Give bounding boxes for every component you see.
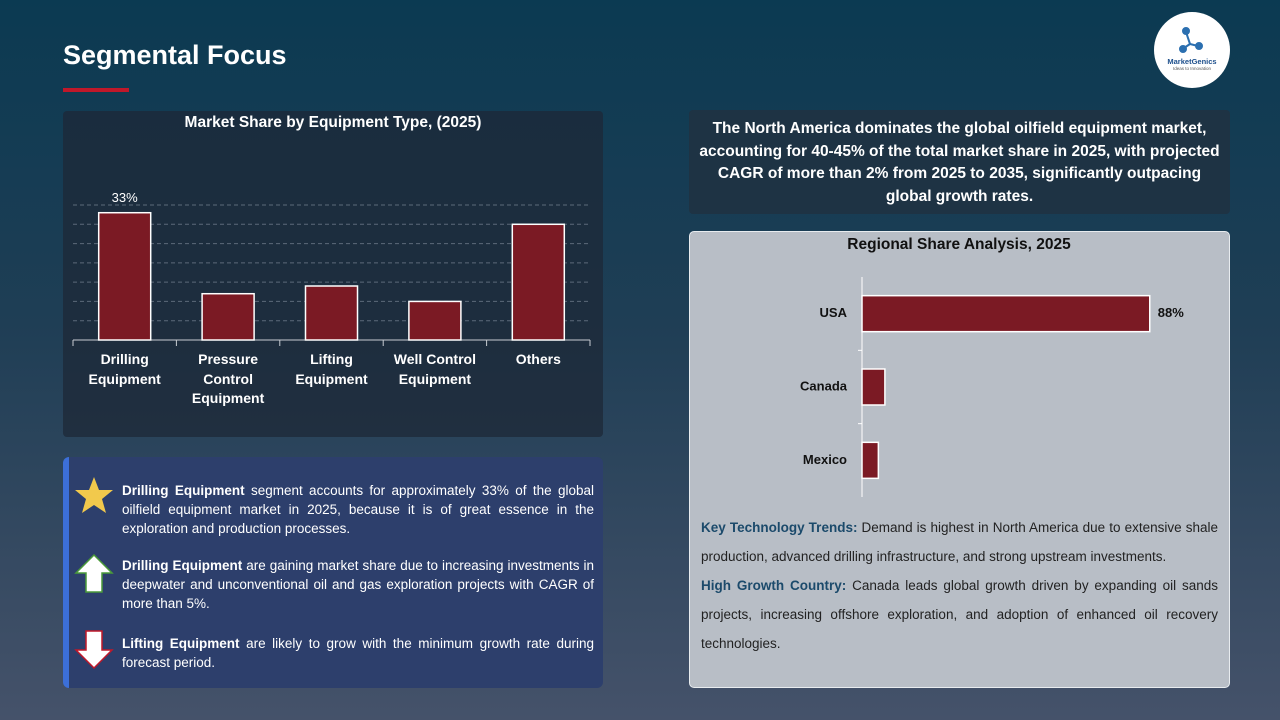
insight-lead: Key Technology Trends: [701, 520, 858, 535]
bullet-text: are likely to grow with the minimum grow… [122, 636, 594, 670]
x-tick-label: Others [515, 351, 561, 367]
y-tick-label: Canada [800, 378, 848, 393]
x-tick-label: Lifting Equipment [295, 351, 368, 387]
x-tick-label: Well Control Equipment [393, 351, 476, 387]
x-tick-label: Drilling Equipment [88, 351, 161, 387]
value-label: 88% [1158, 305, 1184, 320]
bullet-lead: Lifting Equipment [122, 636, 240, 651]
insight: High Growth Country: Canada leads global… [701, 571, 1218, 658]
insight: Key Technology Trends: Demand is highest… [701, 513, 1218, 571]
y-tick-label: USA [820, 305, 848, 320]
insight-text: Canada leads global growth driven by exp… [701, 578, 1218, 651]
y-tick-label: Mexico [803, 452, 847, 467]
chart-title: Regional Share Analysis, 2025 [847, 236, 1071, 253]
bullet-lead: Drilling Equipment [122, 483, 245, 498]
bullet-lead: Drilling Equipment [122, 558, 243, 573]
insight-lead: High Growth Country: [701, 578, 847, 593]
down-arrow-icon [74, 630, 114, 670]
bar [861, 294, 1151, 333]
title-underline [63, 88, 129, 92]
bar [511, 223, 566, 341]
bar [861, 368, 886, 406]
bullet: Drilling Equipment are gaining market sh… [122, 556, 594, 613]
bar [408, 300, 462, 341]
slide-title: Segmental Focus [63, 40, 287, 70]
logo: MarketGenics Ideas to Innovation [1154, 12, 1230, 88]
logo-name: MarketGenics [1167, 57, 1216, 66]
bullet: Drilling Equipment segment accounts for … [122, 481, 594, 538]
value-label: 33% [112, 190, 138, 205]
up-arrow-icon [74, 553, 114, 593]
bar [97, 211, 152, 341]
insight-text: Demand is highest in North America due t… [701, 520, 1218, 564]
bar [201, 292, 255, 341]
bullet-icons [74, 477, 114, 670]
x-tick-label: Pressure Control Equipment [191, 351, 265, 406]
insights: Key Technology Trends: Demand is highest… [701, 513, 1218, 658]
bullet-text: are gaining market share due to increasi… [122, 558, 594, 611]
logo-tagline: Ideas to Innovation [1173, 66, 1212, 71]
star-icon [75, 477, 113, 513]
bar [304, 285, 359, 341]
chart-title: Market Share by Equipment Type, (2025) [185, 114, 482, 131]
summary-box: The North America dominates the global o… [689, 110, 1230, 214]
bullet-text: segment accounts for approximately 33% o… [122, 483, 594, 536]
bar [861, 441, 880, 480]
bullet: Lifting Equipment are likely to grow wit… [122, 634, 594, 672]
logo-mark: MarketGenics Ideas to Innovation [1167, 27, 1217, 71]
bullet-panel: Drilling Equipment segment accounts for … [63, 457, 603, 688]
